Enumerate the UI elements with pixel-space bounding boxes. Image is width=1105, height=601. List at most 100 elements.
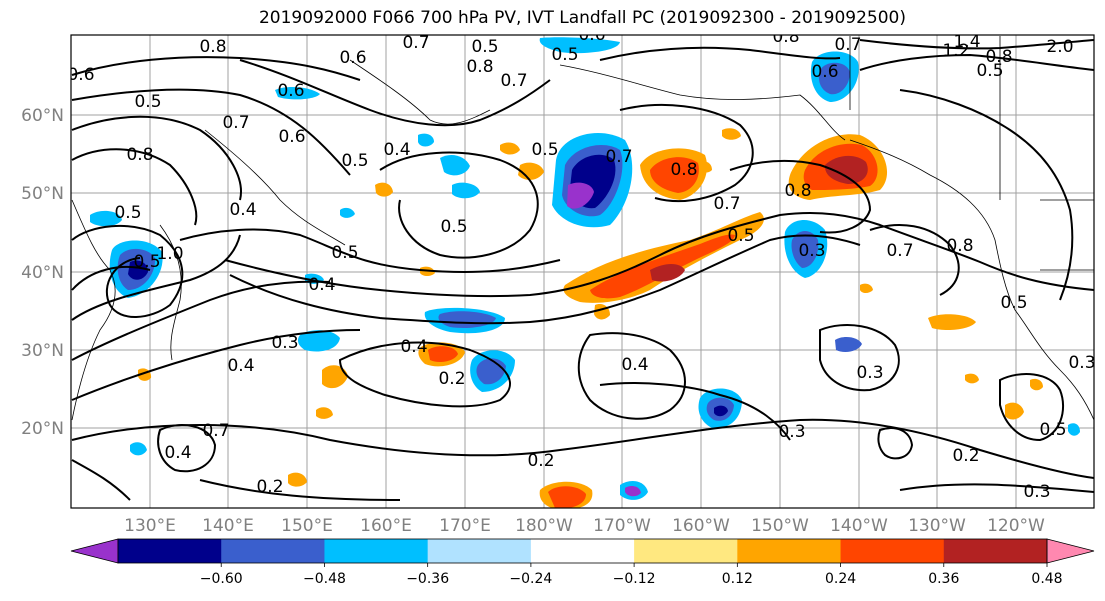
- contour-label: 0.8: [466, 57, 493, 77]
- coastlines: [71, 36, 1094, 421]
- colorbar-swatch: [427, 539, 532, 563]
- contour-label: 0.5: [1000, 293, 1027, 313]
- negative-anomaly-japan: [90, 210, 163, 298]
- colorbar-swatch: [634, 539, 738, 563]
- contour-label: 0.8: [772, 27, 799, 47]
- negative-anomaly-bering: [539, 37, 859, 102]
- shaded-anomalies: [90, 37, 1080, 508]
- lon-label: 130°E: [124, 516, 176, 536]
- colorbar-swatch: [118, 539, 222, 563]
- colorbar-tick-label: 0.36: [928, 571, 959, 587]
- contour-label: 0.5: [134, 92, 161, 112]
- lon-label: 150°E: [281, 516, 333, 536]
- map-plot-area: 0.8 0.7 0.50.6 0.80.50.70.8 0.7 1.41.2 2.00.80…: [67, 27, 1095, 509]
- positive-anomaly-gulf-alaska: [788, 134, 888, 200]
- contour-label: 0.4: [383, 140, 410, 160]
- lon-label: 170°W: [593, 516, 651, 536]
- lon-label: 130°W: [908, 516, 966, 536]
- contour-label: 0.3: [1068, 353, 1095, 373]
- contour-label: 0.8: [670, 160, 697, 180]
- colorbar-tick-label: −0.12: [613, 571, 656, 587]
- contour-label: 0.5: [133, 252, 160, 272]
- lon-label: 160°W: [672, 516, 730, 536]
- colorbar-tick-label: 0.12: [722, 571, 753, 587]
- contour-label: 0.5: [976, 61, 1003, 81]
- contour-label: 0.7: [202, 421, 229, 441]
- longitude-labels: 130°E 140°E 150°E 160°E 170°E 180°W 170°W 160°W…: [124, 516, 1045, 536]
- contour-label: 0.7: [402, 33, 429, 53]
- contour-label: 0.5: [440, 217, 467, 237]
- contour-label: 0.6: [811, 62, 838, 82]
- contour-label: 0.7: [886, 241, 913, 261]
- contour-label: 0.4: [400, 337, 427, 357]
- contour-label: 1.2: [942, 41, 969, 61]
- colorbar-swatch: [530, 539, 635, 563]
- contour-label: 0.7: [834, 35, 861, 55]
- contour-label: 0.8: [946, 236, 973, 256]
- contour-label: 0.6: [277, 81, 304, 101]
- lat-label: 20°N: [21, 419, 64, 439]
- contour-label: 0.4: [164, 443, 191, 463]
- colorbar-tick-label: 0.48: [1031, 571, 1062, 587]
- contour-label: 0.4: [621, 355, 648, 375]
- contour-label: 0.2: [438, 369, 465, 389]
- contour-label: 0.8: [126, 145, 153, 165]
- contour-label: 0.5: [531, 140, 558, 160]
- contour-label: 0.3: [798, 241, 825, 261]
- lat-label: 50°N: [21, 184, 64, 204]
- contour-label: 0.5: [1039, 420, 1066, 440]
- lon-label: 140°E: [202, 516, 254, 536]
- colorbar-swatch: [324, 539, 429, 563]
- contour-label: 0.5: [471, 37, 498, 57]
- colorbar-tick-label: −0.24: [509, 571, 552, 587]
- contour-label: 0.5: [331, 243, 358, 263]
- contour-label: 0.6: [339, 48, 366, 68]
- contour-label: 0.5: [551, 45, 578, 65]
- negative-anomaly-gulf: [784, 220, 828, 278]
- latitude-labels: 60°N 50°N 40°N 30°N 20°N: [21, 106, 64, 439]
- colorbar-swatch: [840, 539, 945, 563]
- contour-label: 1.0: [156, 244, 183, 264]
- contour-label: 0.3: [271, 333, 298, 353]
- colorbar-swatch: [221, 539, 325, 563]
- colorbar-tick-label: −0.48: [303, 571, 346, 587]
- contour-label: 0.6: [278, 127, 305, 147]
- lon-label: 140°W: [830, 516, 888, 536]
- contour-label: 0.2: [527, 451, 554, 471]
- colorbar: −0.60 −0.48 −0.36 −0.24 −0.12 0.12 0.24 0.36 0.4…: [70, 538, 1095, 587]
- contour-labels: 0.8 0.7 0.50.6 0.80.50.70.8 0.7 1.41.2 2.00.80…: [67, 27, 1095, 502]
- contour-label: 0.2: [256, 477, 283, 497]
- positive-anomaly-central: [138, 128, 1043, 508]
- negative-anomaly-aleutian: [552, 132, 633, 228]
- lat-label: 40°N: [21, 263, 64, 283]
- contour-label: 2.0: [1046, 37, 1073, 57]
- contour-label: 0.8: [784, 181, 811, 201]
- lon-label: 180°W: [515, 516, 573, 536]
- contour-label: 0.7: [713, 194, 740, 214]
- lat-label: 30°N: [21, 341, 64, 361]
- contour-label: 0.4: [229, 200, 256, 220]
- colorbar-tick-label: −0.36: [406, 571, 449, 587]
- contour-label: 0.4: [308, 275, 335, 295]
- lat-label: 60°N: [21, 106, 64, 126]
- contour-label: 0.6: [67, 65, 94, 85]
- contour-label: 0.8: [985, 47, 1012, 67]
- colorbar-extend-high: [1046, 538, 1095, 564]
- contour-label: 0.3: [1023, 482, 1050, 502]
- map-frame: [70, 34, 1095, 509]
- lon-label: 160°E: [360, 516, 412, 536]
- contour-label: 0.3: [778, 422, 805, 442]
- lon-label: 120°W: [987, 516, 1045, 536]
- contour-label: 0.8: [199, 37, 226, 57]
- contour-label: 0.7: [605, 147, 632, 167]
- contour-label: 0.3: [856, 363, 883, 383]
- colorbar-swatch: [943, 539, 1048, 563]
- contour-label: 0.2: [952, 446, 979, 466]
- contour-label: 0.5: [341, 151, 368, 171]
- lon-label: 170°E: [439, 516, 491, 536]
- contour-label: 0.4: [227, 356, 254, 376]
- contour-label: 0.5: [114, 203, 141, 223]
- colorbar-tick-label: −0.60: [200, 571, 243, 587]
- colorbar-outline: [117, 538, 1048, 564]
